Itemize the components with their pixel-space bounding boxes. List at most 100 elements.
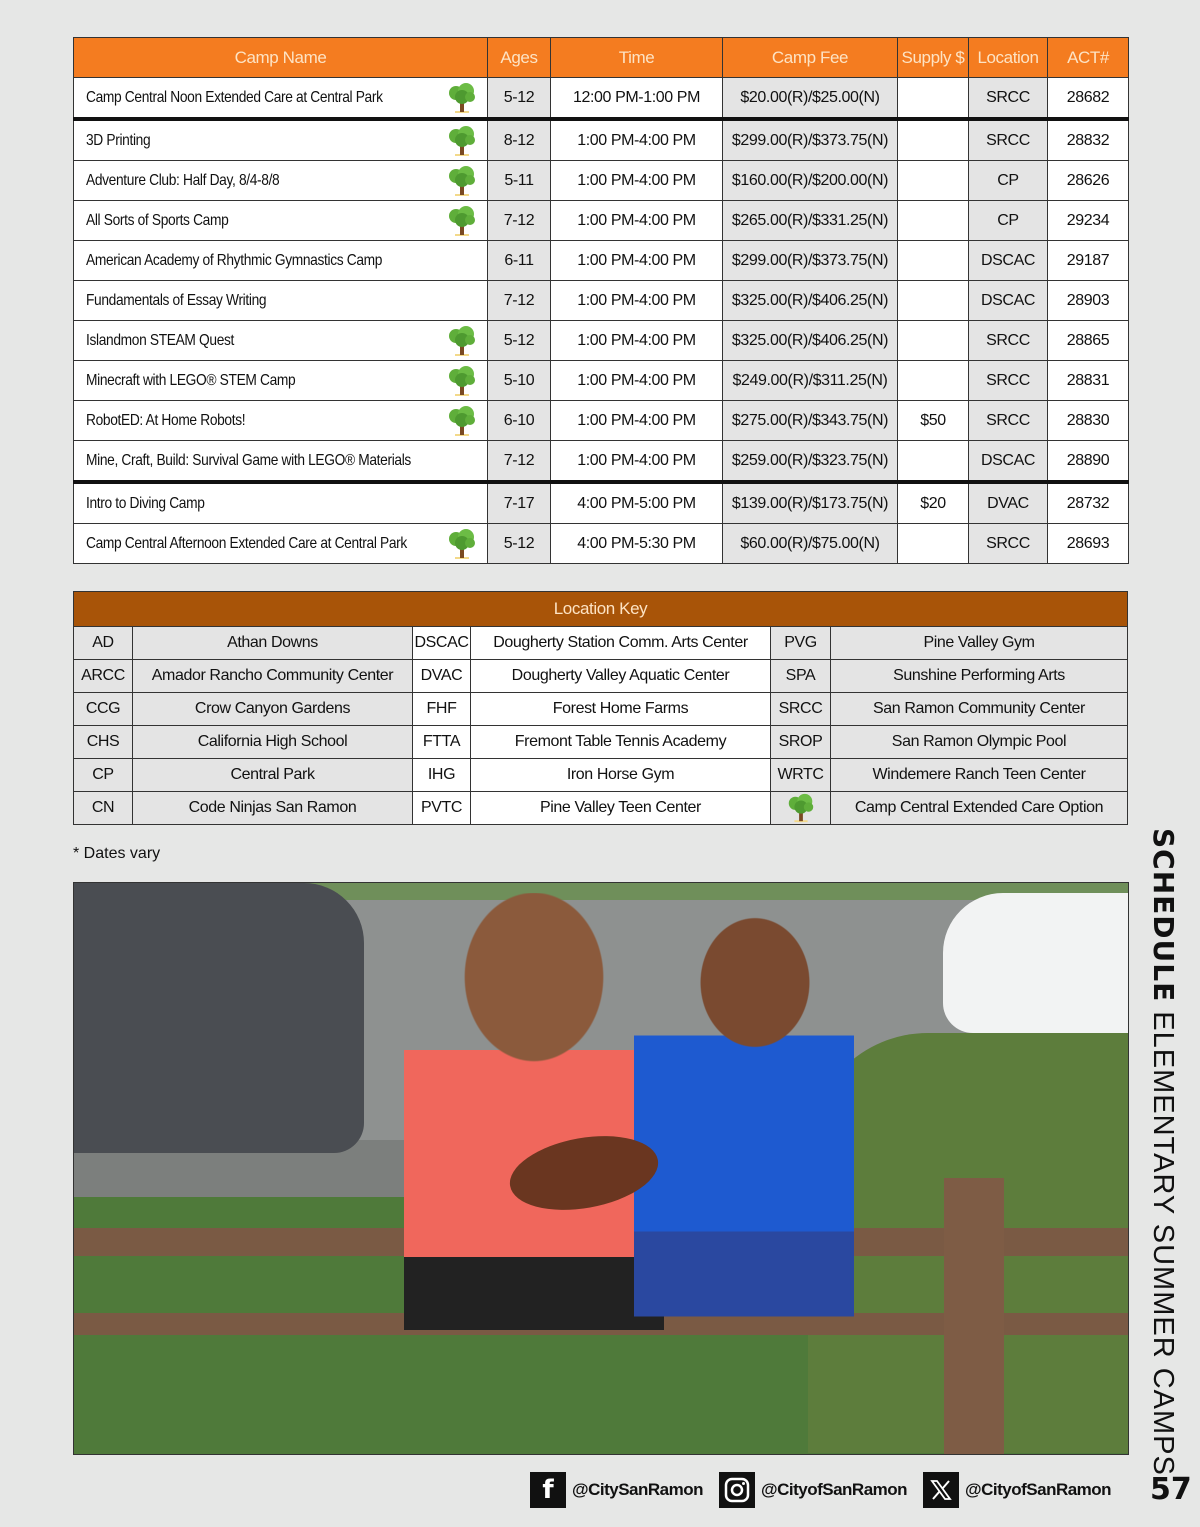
cell-supply xyxy=(897,523,969,564)
cell-name: Mine, Craft, Build: Survival Game with L… xyxy=(73,440,488,484)
column-header: Camp Name xyxy=(73,37,488,78)
cell-location: CP xyxy=(968,160,1048,201)
cell-name: Camp Central Afternoon Extended Care at … xyxy=(73,523,488,564)
cell-time: 1:00 PM-4:00 PM xyxy=(550,280,723,321)
location-code: AD xyxy=(73,626,133,660)
location-name: Iron Horse Gym xyxy=(470,758,771,792)
cell-time: 1:00 PM-4:00 PM xyxy=(550,320,723,361)
camp-row: American Academy of Rhythmic Gymnastics … xyxy=(73,240,1129,281)
cell-ages: 5-12 xyxy=(487,77,551,121)
cell-location: CP xyxy=(968,200,1048,241)
camp-name: Adventure Club: Half Day, 8/4-8/8 xyxy=(86,171,280,189)
camp-row: All Sorts of Sports Camp 7-12 1:00 PM-4:00… xyxy=(73,200,1129,241)
tree-icon xyxy=(445,124,479,158)
cell-name: All Sorts of Sports Camp xyxy=(73,200,488,241)
cell-supply: $50 xyxy=(897,400,969,441)
cell-fee: $259.00(R)/$323.75(N) xyxy=(722,440,898,484)
cell-ages: 5-10 xyxy=(487,360,551,401)
location-code: SRCC xyxy=(770,692,831,726)
cell-name: Adventure Club: Half Day, 8/4-8/8 xyxy=(73,160,488,201)
cell-fee: $299.00(R)/$373.75(N) xyxy=(722,118,898,161)
cell-location: SRCC xyxy=(968,523,1048,564)
key-row: CP Central Park IHG Iron Horse Gym WRTC Winde… xyxy=(73,758,1128,792)
cell-fee: $60.00(R)/$75.00(N) xyxy=(722,523,898,564)
location-name: Dougherty Station Comm. Arts Center xyxy=(470,626,771,660)
location-code: SPA xyxy=(770,659,831,693)
camp-row: RobotED: At Home Robots! 6-10 1:00 PM-4:00… xyxy=(73,400,1129,441)
tree-icon xyxy=(445,404,479,438)
location-code: PVTC xyxy=(412,791,471,825)
cell-time: 4:00 PM-5:30 PM xyxy=(550,523,723,564)
cell-location: SRCC xyxy=(968,320,1048,361)
cell-ages: 6-11 xyxy=(487,240,551,281)
cell-act: 29187 xyxy=(1047,240,1129,281)
camp-row: 3D Printing 8-12 1:00 PM-4:00 PM $299.00(R)… xyxy=(73,118,1129,161)
location-code: SROP xyxy=(770,725,831,759)
cell-ages: 7-12 xyxy=(487,440,551,484)
cell-fee: $139.00(R)/$173.75(N) xyxy=(722,481,898,524)
cell-time: 1:00 PM-4:00 PM xyxy=(550,240,723,281)
cell-supply xyxy=(897,280,969,321)
cell-ages: 7-12 xyxy=(487,280,551,321)
tree-icon xyxy=(445,81,479,115)
cell-ages: 7-17 xyxy=(487,481,551,524)
camp-row: Minecraft with LEGO® STEM Camp 5-10 1:00 P… xyxy=(73,360,1129,401)
camp-name: American Academy of Rhythmic Gymnastics … xyxy=(86,251,383,269)
location-code: DSCAC xyxy=(412,626,471,660)
location-name: Pine Valley Teen Center xyxy=(470,791,771,825)
camp-name: RobotED: At Home Robots! xyxy=(86,411,246,429)
location-code: ARCC xyxy=(73,659,133,693)
location-code: FHF xyxy=(412,692,471,726)
cell-fee: $325.00(R)/$406.25(N) xyxy=(722,320,898,361)
x-link[interactable]: @CityofSanRamon xyxy=(923,1472,1112,1508)
column-header: Location xyxy=(968,37,1048,78)
cell-time: 1:00 PM-4:00 PM xyxy=(550,118,723,161)
location-code: CN xyxy=(73,791,133,825)
cell-name: Camp Central Noon Extended Care at Centr… xyxy=(73,77,488,121)
cell-act: 28903 xyxy=(1047,280,1129,321)
cell-fee: $275.00(R)/$343.75(N) xyxy=(722,400,898,441)
location-code: IHG xyxy=(412,758,471,792)
cell-act: 28890 xyxy=(1047,440,1129,484)
location-code xyxy=(770,791,831,825)
cell-ages: 5-12 xyxy=(487,320,551,361)
cell-supply xyxy=(897,118,969,161)
camp-name: Minecraft with LEGO® STEM Camp xyxy=(86,371,296,389)
cell-fee: $265.00(R)/$331.25(N) xyxy=(722,200,898,241)
page-number: 57 xyxy=(1150,1472,1192,1507)
facebook-link[interactable]: f @CitySanRamon xyxy=(530,1472,704,1508)
location-name: Dougherty Valley Aquatic Center xyxy=(470,659,771,693)
camp-row: Mine, Craft, Build: Survival Game with L… xyxy=(73,440,1129,484)
camp-row: Islandmon STEAM Quest 5-12 1:00 PM-4:00 PM… xyxy=(73,320,1129,361)
cell-act: 29234 xyxy=(1047,200,1129,241)
location-name: Amador Rancho Community Center xyxy=(132,659,413,693)
tree-icon xyxy=(785,793,817,824)
location-code: CHS xyxy=(73,725,133,759)
cell-act: 28865 xyxy=(1047,320,1129,361)
cell-name: RobotED: At Home Robots! xyxy=(73,400,488,441)
camp-row: Fundamentals of Essay Writing 7-12 1:00 PM… xyxy=(73,280,1129,321)
tree-icon xyxy=(445,164,479,198)
cell-time: 1:00 PM-4:00 PM xyxy=(550,160,723,201)
cell-name: American Academy of Rhythmic Gymnastics … xyxy=(73,240,488,281)
cell-time: 4:00 PM-5:00 PM xyxy=(550,481,723,524)
cell-location: DSCAC xyxy=(968,440,1048,484)
cell-ages: 5-11 xyxy=(487,160,551,201)
camp-name: All Sorts of Sports Camp xyxy=(86,211,229,229)
location-key-title: Location Key xyxy=(73,591,1128,627)
cell-time: 1:00 PM-4:00 PM xyxy=(550,400,723,441)
location-code: PVG xyxy=(770,626,831,660)
column-header: Camp Fee xyxy=(722,37,898,78)
cell-time: 1:00 PM-4:00 PM xyxy=(550,360,723,401)
cell-location: DSCAC xyxy=(968,280,1048,321)
camp-row: Intro to Diving Camp 7-17 4:00 PM-5:00 PM $… xyxy=(73,481,1129,524)
instagram-link[interactable]: @CityofSanRamon xyxy=(719,1472,908,1508)
camp-name: 3D Printing xyxy=(86,131,151,149)
camp-name: Intro to Diving Camp xyxy=(86,494,205,512)
column-header: Ages xyxy=(487,37,551,78)
camp-name: Mine, Craft, Build: Survival Game with L… xyxy=(86,451,411,469)
cell-name: Intro to Diving Camp xyxy=(73,481,488,524)
cell-fee: $20.00(R)/$25.00(N) xyxy=(722,77,898,121)
cell-supply xyxy=(897,360,969,401)
camp-row: Adventure Club: Half Day, 8/4-8/8 5-11 1:0… xyxy=(73,160,1129,201)
